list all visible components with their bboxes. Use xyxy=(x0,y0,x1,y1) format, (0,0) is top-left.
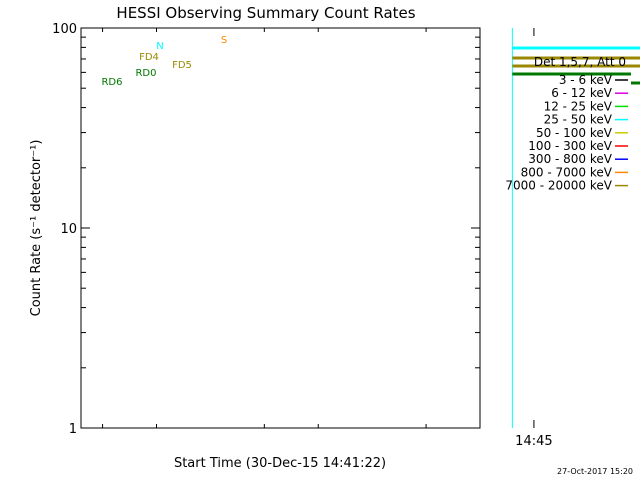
chart-marks: NSFD4FD5RD0RD614:4515:0015:1515:3015:451… xyxy=(52,22,640,449)
flag-bar-label: FD4 xyxy=(139,52,159,63)
flag-bar-label: S xyxy=(221,35,227,46)
legend-label: 12 - 25 keV xyxy=(544,99,613,113)
y-tick-label: 1 xyxy=(69,422,77,437)
legend-label: 3 - 6 keV xyxy=(559,73,613,87)
x-axis-label: Start Time (30-Dec-15 14:41:22) xyxy=(174,456,386,471)
y-tick-label: 100 xyxy=(52,22,77,37)
plot-frame xyxy=(80,27,481,429)
legend-label: 300 - 800 keV xyxy=(528,152,612,166)
y-axis-label: Count Rate (s⁻¹ detector⁻¹) xyxy=(29,140,44,317)
x-tick-label: 14:45 xyxy=(515,434,552,449)
footer-timestamp: 27-Oct-2017 15:20 xyxy=(557,467,633,476)
legend-label: 50 - 100 keV xyxy=(536,126,613,140)
flag-bar-label: N xyxy=(156,41,163,52)
legend-label: 800 - 7000 keV xyxy=(521,165,613,179)
legend-label: 6 - 12 keV xyxy=(551,86,613,100)
legend-title: Det 1,5,7, Att 0 xyxy=(534,55,626,69)
flag-bar-label: FD5 xyxy=(172,60,192,71)
legend-label: 7000 - 20000 keV xyxy=(505,179,612,193)
chart-title: HESSI Observing Summary Count Rates xyxy=(116,4,415,22)
legend-label: 25 - 50 keV xyxy=(544,113,613,127)
flag-bar-label: RD0 xyxy=(135,68,156,79)
flag-bar-label: RD6 xyxy=(101,77,122,88)
legend-label: 100 - 300 keV xyxy=(528,139,612,153)
y-tick-label: 10 xyxy=(60,222,77,237)
